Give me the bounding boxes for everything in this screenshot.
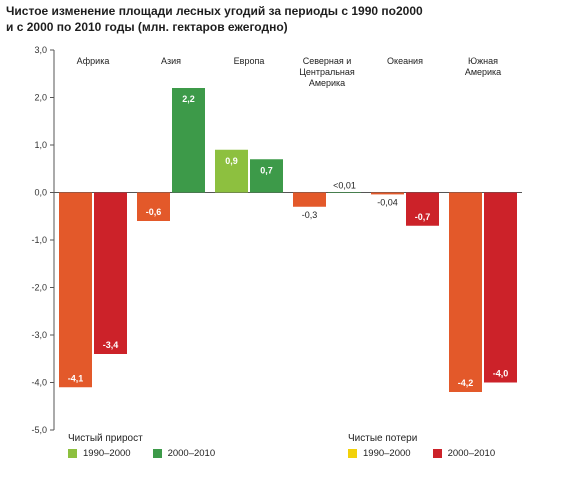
y-tick-label: 2,0 bbox=[34, 93, 47, 103]
bar bbox=[406, 192, 439, 226]
legend-gain: Чистый прирост 1990–2000 2000–2010 bbox=[68, 433, 237, 459]
bar bbox=[449, 192, 482, 392]
category-label: Центральная bbox=[299, 67, 355, 77]
legend-loss-item-2000: 2000–2010 bbox=[432, 448, 496, 459]
data-label: -0,04 bbox=[377, 197, 398, 207]
legend-swatch bbox=[68, 449, 77, 458]
category-label: Океания bbox=[387, 56, 423, 66]
legend-label: 2000–2010 bbox=[167, 448, 216, 459]
data-label: -0,7 bbox=[415, 212, 431, 222]
bar bbox=[371, 192, 404, 195]
bar bbox=[94, 192, 127, 354]
data-label: -0,6 bbox=[146, 207, 162, 217]
data-label: 2,2 bbox=[182, 94, 195, 104]
bar bbox=[328, 192, 361, 193]
data-label: 0,9 bbox=[225, 156, 238, 166]
y-tick-label: 1,0 bbox=[34, 140, 47, 150]
y-tick-label: -2,0 bbox=[31, 283, 47, 293]
legend-loss-item-1990: 1990–2000 bbox=[348, 448, 411, 459]
y-tick-label: -4,0 bbox=[31, 378, 47, 388]
legend-loss: Чистые потери 1990–2000 2000–2010 bbox=[348, 433, 517, 459]
category-label: Северная и bbox=[303, 56, 352, 66]
data-label: -3,4 bbox=[103, 340, 119, 350]
data-label: -4,0 bbox=[493, 369, 509, 379]
legend-gain-item-1990: 1990–2000 bbox=[68, 448, 131, 459]
legend-label: 1990–2000 bbox=[83, 448, 131, 459]
y-tick-label: -5,0 bbox=[31, 425, 47, 435]
data-label: -4,1 bbox=[68, 373, 84, 383]
data-label: <0,01 bbox=[333, 180, 356, 190]
legend-loss-header: Чистые потери bbox=[348, 433, 418, 444]
bar bbox=[59, 192, 92, 388]
bar bbox=[172, 88, 205, 193]
bar bbox=[293, 192, 326, 207]
category-label: Америка bbox=[465, 67, 501, 77]
title-line-1: Чистое изменение площади лесных угодий з… bbox=[6, 4, 423, 18]
data-label: -0,3 bbox=[302, 210, 318, 220]
bar bbox=[250, 159, 283, 193]
category-label: Америка bbox=[309, 78, 345, 88]
title-line-2: и с 2000 по 2010 годы (млн. гектаров еже… bbox=[6, 20, 288, 34]
legend-label: 2000–2010 bbox=[447, 448, 496, 459]
legend-label: 1990–2000 bbox=[363, 448, 411, 459]
y-tick-label: -3,0 bbox=[31, 330, 47, 340]
chart-title: Чистое изменение площади лесных угодий з… bbox=[6, 3, 423, 35]
legend-swatch bbox=[432, 449, 442, 458]
y-tick-label: 0,0 bbox=[34, 188, 47, 198]
legend-swatch bbox=[348, 449, 357, 458]
y-tick-label: 3,0 bbox=[34, 45, 47, 55]
category-label: Африка bbox=[77, 56, 110, 66]
category-label: Европа bbox=[234, 56, 265, 66]
legend-swatch bbox=[152, 449, 162, 458]
category-label: Южная bbox=[468, 56, 498, 66]
bar bbox=[137, 192, 170, 221]
legend-gain-header: Чистый прирост bbox=[68, 433, 143, 444]
bar bbox=[215, 149, 248, 193]
y-tick-label: -1,0 bbox=[31, 235, 47, 245]
data-label: -4,2 bbox=[458, 378, 474, 388]
legend-gain-item-2000: 2000–2010 bbox=[152, 448, 216, 459]
data-label: 0,7 bbox=[260, 165, 273, 175]
bar bbox=[484, 192, 517, 383]
category-label: Азия bbox=[161, 56, 181, 66]
